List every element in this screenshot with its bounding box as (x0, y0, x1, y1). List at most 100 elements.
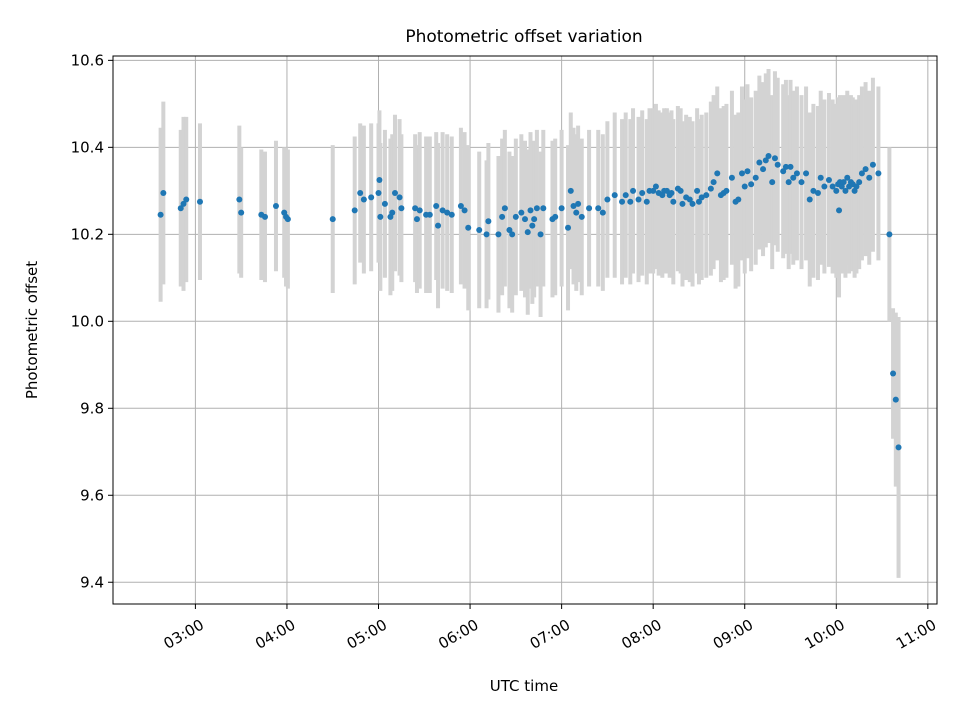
data-point (686, 196, 693, 203)
data-point (782, 163, 789, 170)
data-point (856, 179, 863, 186)
data-point (351, 207, 358, 214)
data-point (670, 198, 677, 205)
data-point (735, 196, 742, 203)
data-point (236, 196, 243, 203)
data-point (787, 163, 794, 170)
data-point (272, 203, 279, 210)
data-point (842, 187, 849, 194)
data-point (862, 166, 869, 173)
data-point (483, 231, 490, 238)
data-point (360, 196, 367, 203)
data-point (512, 213, 519, 220)
data-point (552, 213, 559, 220)
data-point (790, 174, 797, 181)
data-point (806, 196, 813, 203)
data-point (639, 190, 646, 196)
data-point (357, 190, 364, 196)
data-point (765, 153, 772, 160)
data-point (635, 196, 642, 203)
data-point (575, 200, 582, 207)
data-point (668, 190, 675, 196)
data-point (760, 166, 767, 173)
y-tick-label: 10.6 (71, 51, 104, 69)
data-point (389, 209, 396, 216)
data-point (416, 207, 423, 214)
data-point (892, 396, 899, 403)
data-point (785, 179, 792, 186)
data-point (698, 194, 705, 201)
data-point (703, 192, 710, 199)
data-point (695, 198, 702, 205)
data-point (573, 209, 580, 216)
data-point (853, 183, 860, 190)
data-point (501, 205, 508, 212)
data-point (177, 205, 184, 212)
data-point (821, 183, 828, 190)
data-point (738, 170, 745, 177)
data-point (531, 216, 538, 223)
data-point (833, 187, 840, 194)
data-point (412, 205, 419, 212)
data-point (858, 170, 865, 177)
data-point (769, 179, 776, 186)
data-point (677, 187, 684, 194)
data-point (679, 200, 686, 207)
data-point (586, 205, 593, 212)
data-point (238, 209, 245, 216)
data-point (752, 174, 759, 181)
data-point (426, 211, 433, 218)
data-point (728, 174, 735, 181)
data-point (780, 168, 787, 175)
data-point (622, 192, 629, 199)
y-tick-label: 9.8 (80, 399, 104, 417)
data-point (377, 213, 384, 220)
data-point (461, 207, 468, 214)
data-point (396, 194, 403, 201)
data-point (619, 198, 626, 205)
data-point (810, 187, 817, 194)
data-point (663, 187, 670, 194)
data-point (652, 183, 659, 190)
data-point (825, 176, 832, 183)
data-point (599, 209, 606, 216)
data-point (529, 222, 536, 229)
data-point (836, 207, 843, 214)
data-point (748, 181, 755, 188)
data-point (890, 370, 897, 377)
data-point (650, 187, 657, 194)
y-tick-label: 10.4 (71, 138, 104, 156)
data-point (723, 187, 730, 194)
data-point (793, 170, 800, 177)
data-point (829, 183, 836, 190)
data-point (565, 224, 572, 231)
data-point (506, 226, 513, 233)
data-points (157, 153, 902, 451)
data-point (886, 231, 893, 238)
data-point (798, 179, 805, 186)
data-point (448, 211, 455, 218)
data-point (376, 176, 383, 183)
data-point (558, 205, 565, 212)
data-point (444, 209, 451, 216)
data-point (183, 196, 190, 203)
data-point (840, 179, 847, 186)
data-point (567, 187, 574, 194)
data-point (771, 155, 778, 162)
data-point (630, 187, 637, 194)
data-point (570, 203, 577, 210)
data-point (261, 213, 268, 220)
data-point (707, 185, 714, 192)
data-point (803, 170, 810, 177)
data-point (284, 216, 291, 223)
data-point (533, 205, 540, 212)
y-axis-label: Photometric offset (23, 261, 41, 399)
data-point (611, 192, 618, 199)
y-tick-label: 9.4 (80, 573, 104, 591)
data-point (578, 213, 585, 220)
y-tick-label: 10.0 (71, 312, 104, 330)
data-point (774, 161, 781, 168)
data-point (756, 159, 763, 166)
data-point (391, 190, 398, 196)
